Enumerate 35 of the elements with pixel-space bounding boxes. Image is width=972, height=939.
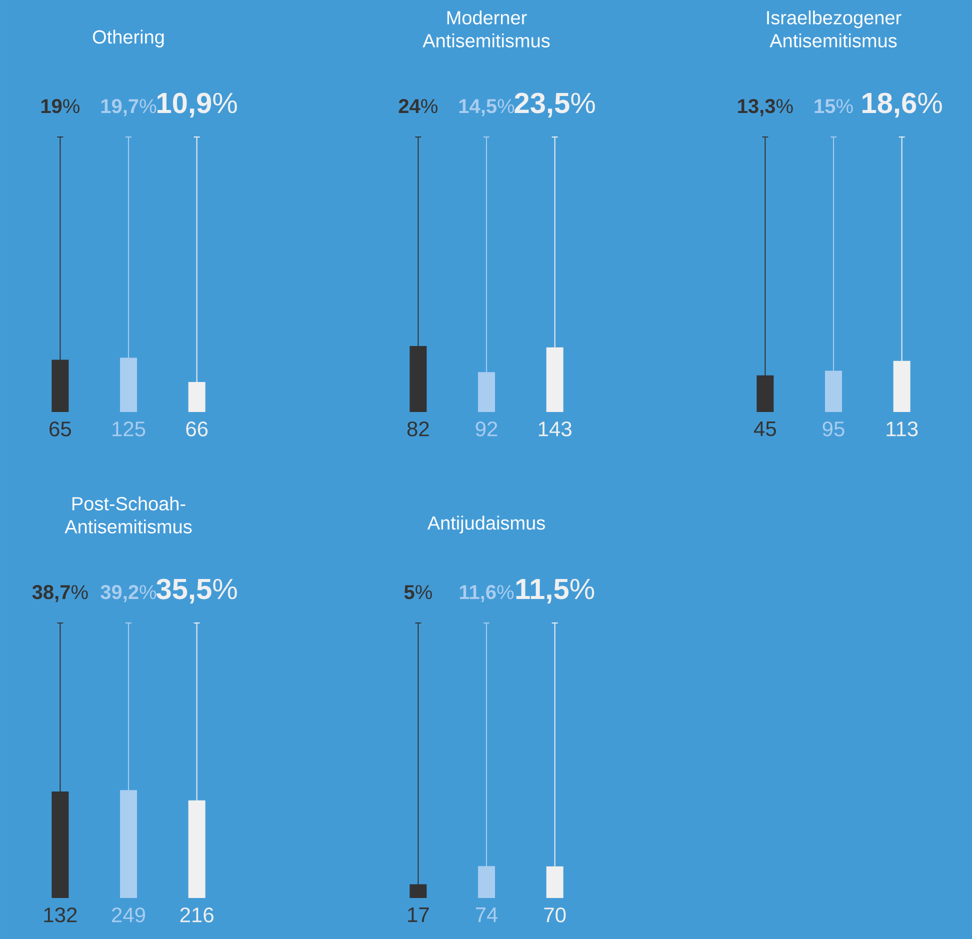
x-tick-label: 70 bbox=[544, 908, 566, 922]
chart-title: Israelbezogener Antisemitismus bbox=[767, 10, 902, 48]
x-tick-label: 95 bbox=[822, 422, 844, 436]
data-label: 35,5% bbox=[156, 578, 237, 604]
data-label: 19% bbox=[41, 99, 80, 114]
x-tick-label: 143 bbox=[538, 422, 572, 436]
chart-title: Antijudaismus bbox=[427, 516, 545, 534]
x-tick-label: 92 bbox=[476, 422, 498, 436]
data-label: 19,7% bbox=[101, 99, 156, 116]
data-label: 11,5% bbox=[516, 578, 594, 604]
chart-title: Othering bbox=[92, 30, 164, 48]
data-label: 24% bbox=[398, 99, 438, 114]
x-tick-label: 125 bbox=[112, 422, 146, 436]
x-tick-label: 74 bbox=[476, 908, 498, 922]
x-tick-label: 45 bbox=[754, 422, 776, 436]
data-label: 15% bbox=[814, 99, 853, 114]
x-tick-label: 216 bbox=[180, 908, 214, 922]
x-tick-label: 65 bbox=[50, 422, 71, 436]
data-label: 14,5% bbox=[459, 99, 514, 116]
data-label: 13,3% bbox=[738, 99, 793, 116]
data-label: 11,6% bbox=[460, 585, 514, 602]
x-tick-label: 17 bbox=[408, 908, 429, 922]
data-label: 5% bbox=[404, 585, 432, 600]
data-label: 38,7% bbox=[32, 585, 88, 602]
x-tick-label: 82 bbox=[407, 422, 429, 436]
chart-title: Post-Schoah-Antisemitismus bbox=[64, 496, 192, 534]
x-tick-label: 113 bbox=[886, 422, 918, 436]
chart-title: Moderner Antisemitismus bbox=[422, 10, 550, 48]
data-label: 18,6% bbox=[862, 92, 942, 118]
x-tick-label: 249 bbox=[112, 908, 146, 922]
data-label: 10,9% bbox=[158, 92, 237, 118]
x-tick-label: 132 bbox=[44, 908, 77, 922]
data-label: 39,2% bbox=[100, 585, 156, 602]
x-tick-label: 66 bbox=[186, 422, 208, 436]
data-label: 23,5% bbox=[514, 92, 595, 118]
